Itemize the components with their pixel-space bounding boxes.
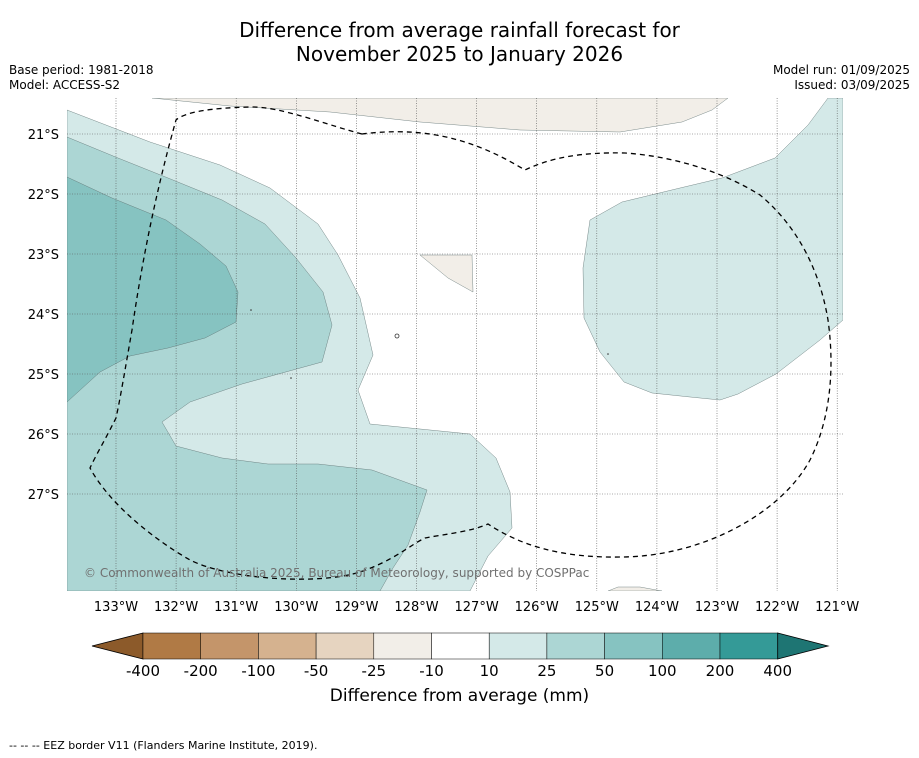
latitude-labels: 21°S 22°S 23°S 24°S 25°S 26°S 27°S xyxy=(28,128,59,503)
colorbar-extend-low xyxy=(91,632,144,660)
contour-dot xyxy=(250,309,252,311)
latitude-label: 26°S xyxy=(28,428,59,443)
eez-legend-note: -- -- -- EEZ border V11 (Flanders Marine… xyxy=(9,739,318,752)
longitude-label: 124°W xyxy=(635,600,679,615)
region-neg10-25-middle xyxy=(419,254,474,293)
colorbar-segment xyxy=(373,632,432,660)
model-run: Model run: 01/09/2025 xyxy=(772,63,910,77)
colorbar-segment xyxy=(604,632,663,660)
contour-dot xyxy=(290,377,292,379)
region-neg10-25-top xyxy=(151,98,729,133)
forecast-map: © Commonwealth of Australia 2025, Bureau… xyxy=(28,98,860,680)
run-info: Model run: 01/09/2025 Issued: 03/09/2025 xyxy=(773,63,910,93)
region-50-100-west xyxy=(67,176,239,403)
latitude-label: 23°S xyxy=(28,248,59,263)
issued-date: Issued: 03/09/2025 xyxy=(794,78,910,92)
colorbar: -400 -200 -100 -50 -25 -10 10 25 50 100 200 400 xyxy=(91,632,830,680)
colorbar-extend-high xyxy=(777,632,830,660)
contour-dot xyxy=(607,353,609,355)
latitude-label: 25°S xyxy=(28,368,59,383)
longitude-label: 121°W xyxy=(815,600,859,615)
colorbar-segment xyxy=(719,632,778,660)
graticule xyxy=(67,98,843,591)
colorbar-segment xyxy=(142,632,201,660)
copyright-text: © Commonwealth of Australia 2025, Bureau… xyxy=(84,566,589,580)
longitude-label: 123°W xyxy=(695,600,739,615)
longitude-label: 131°W xyxy=(214,600,258,615)
latitude-label: 22°S xyxy=(28,188,59,203)
colorbar-tick-label: 25 xyxy=(537,662,556,680)
eez-border xyxy=(89,106,832,580)
colorbar-segment xyxy=(488,632,548,660)
colorbar-segment xyxy=(546,632,605,660)
longitude-label: 127°W xyxy=(455,600,499,615)
region-10-25-east xyxy=(582,98,843,401)
region-neg10-25-bottom xyxy=(607,586,663,591)
colorbar-segment xyxy=(200,632,259,660)
map-title: Difference from average rainfall forecas… xyxy=(0,18,919,66)
longitude-label: 122°W xyxy=(755,600,799,615)
latitude-label: 21°S xyxy=(28,128,59,143)
colorbar-tick-label: -400 xyxy=(126,662,160,680)
colorbar-tick-label: -200 xyxy=(184,662,218,680)
longitude-label: 133°W xyxy=(94,600,138,615)
colorbar-tick-label: 50 xyxy=(595,662,614,680)
longitude-label: 129°W xyxy=(334,600,378,615)
base-period: Base period: 1981-2018 xyxy=(9,63,154,77)
colorbar-tick-label: 100 xyxy=(648,662,677,680)
model-name: Model: ACCESS-S2 xyxy=(9,78,121,92)
longitude-label: 128°W xyxy=(394,600,438,615)
colorbar-tick-label: -25 xyxy=(362,662,387,680)
latitude-label: 24°S xyxy=(28,308,59,323)
colorbar-segment xyxy=(315,632,375,660)
longitude-label: 125°W xyxy=(575,600,619,615)
base-info: Base period: 1981-2018 Model: ACCESS-S2 xyxy=(9,63,154,93)
contour-dot xyxy=(394,333,400,339)
colorbar-title: Difference from average (mm) xyxy=(329,686,590,706)
colorbar-segment xyxy=(258,632,317,660)
longitude-label: 130°W xyxy=(274,600,318,615)
title-line-1: Difference from average rainfall forecas… xyxy=(239,18,680,42)
map-area: © Commonwealth of Australia 2025, Bureau… xyxy=(67,98,843,591)
colorbar-tick-label: 200 xyxy=(706,662,735,680)
colorbar-segment xyxy=(662,632,721,660)
longitude-label: 132°W xyxy=(154,600,198,615)
colorbar-tick-label: -50 xyxy=(304,662,329,680)
title-line-2: November 2025 to January 2026 xyxy=(295,42,624,66)
colorbar-tick-label: -100 xyxy=(241,662,275,680)
longitude-label: 126°W xyxy=(515,600,559,615)
colorbar-tick-label: -10 xyxy=(419,662,444,680)
colorbar-tick-label: 400 xyxy=(763,662,792,680)
colorbar-tick-label: 10 xyxy=(480,662,499,680)
colorbar-segment xyxy=(431,632,490,660)
latitude-label: 27°S xyxy=(28,488,59,503)
longitude-labels: 133°W 132°W 131°W 130°W 129°W 128°W 127°W 126°W… xyxy=(94,600,860,615)
